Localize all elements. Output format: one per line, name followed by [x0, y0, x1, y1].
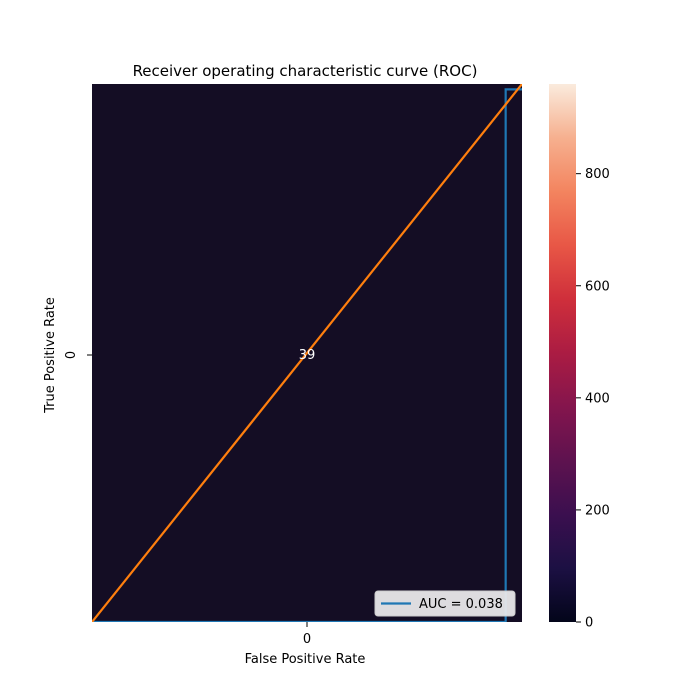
legend-entry-label: AUC = 0.038 — [419, 597, 503, 612]
colorbar-tick-label: 600 — [585, 279, 610, 294]
chance-diagonal-line — [92, 84, 522, 622]
chart-title: Receiver operating characteristic curve … — [133, 62, 478, 80]
y-tick-label: 0 — [64, 351, 79, 359]
x-tick-label: 0 — [303, 632, 311, 647]
colorbar-tick-label: 0 — [585, 616, 593, 631]
colorbar-ticks: 0 200 400 600 800 — [576, 167, 610, 631]
colorbar-tick-label: 400 — [585, 391, 610, 406]
heatmap-cell-annotation: 39 — [299, 348, 316, 363]
y-axis-label: True Positive Rate — [43, 297, 58, 414]
series-layer — [92, 84, 522, 622]
legend-box — [374, 590, 516, 617]
colorbar-tick-label: 200 — [585, 503, 610, 518]
colorbar-tick-label: 800 — [585, 167, 610, 182]
legend: AUC = 0.038 — [374, 590, 516, 617]
x-axis-label: False Positive Rate — [245, 652, 366, 667]
roc-curve-line — [92, 88, 522, 622]
colorbar — [549, 84, 576, 622]
